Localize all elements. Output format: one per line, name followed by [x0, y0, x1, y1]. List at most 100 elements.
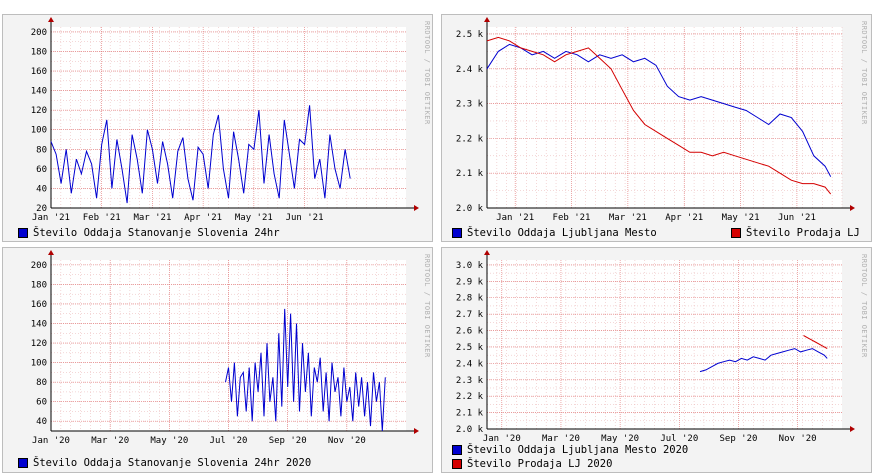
- legend-label: Število Oddaja Ljubljana Mesto: [467, 227, 657, 239]
- y-tick-label: 120: [31, 106, 47, 116]
- x-tick-label: Jun '21: [286, 213, 324, 223]
- chart-panel-top-right: 2.0 k 2.1 k 2.2 k 2.3 k 2.4 k 2.5 k Jan '21 Feb…: [441, 14, 872, 242]
- y-axis-arrow: [484, 250, 490, 255]
- x-tick-label: May '20: [150, 436, 188, 446]
- chart-bottom-right: 2.0 k 2.1 k 2.2 k 2.3 k 2.4 k 2.5 k 2.6 k 2.7 k…: [456, 250, 855, 444]
- x-axis-arrow: [414, 428, 419, 434]
- y-tick-label: 2.3 k: [456, 376, 484, 386]
- x-tick-label: May '21: [235, 213, 273, 223]
- legend-label: Število Oddaja Ljubljana Mesto 2020: [467, 444, 689, 456]
- y-tick-label: 2.7 k: [456, 310, 484, 320]
- y-tick-label: 160: [31, 67, 47, 77]
- y-tick-label: 100: [31, 359, 47, 369]
- y-axis-arrow: [48, 17, 54, 22]
- series-line-0: [699, 348, 828, 373]
- x-tick-label: May '20: [601, 434, 639, 444]
- y-tick-label: 80: [36, 145, 47, 155]
- series-line-0: [225, 308, 386, 432]
- x-tick-label: Jul '20: [210, 436, 248, 446]
- y-tick-label: 2.5 k: [456, 343, 484, 353]
- y-tick-label: 200: [31, 261, 47, 271]
- x-axis-arrow: [850, 426, 855, 432]
- x-tick-label: Mar '21: [609, 213, 647, 223]
- series-line-1: [486, 36, 832, 195]
- legend-swatch-red: [452, 459, 462, 469]
- chart-panel-top-left: 20 40 60 80 100 120 140 160 180 200 Jan '21 Feb '21…: [2, 14, 433, 242]
- series-line-1: [803, 335, 828, 350]
- y-tick-label: 40: [36, 184, 47, 194]
- y-tick-label: 100: [31, 126, 47, 136]
- x-tick-label: Mar '20: [542, 434, 580, 444]
- x-tick-label: Feb '21: [83, 213, 121, 223]
- series-line-0: [50, 105, 351, 204]
- y-tick-label: 2.1 k: [456, 409, 484, 419]
- chart-panel-bottom-left: 40 60 80 100 120 140 160 180 200 Jan '20 Mar '20 Ma…: [2, 247, 433, 473]
- x-axis-arrow: [414, 205, 419, 211]
- x-tick-label: Sep '20: [719, 434, 757, 444]
- watermark-top-right: RRDTOOL / TOBI OETIKER: [860, 21, 868, 125]
- legend-bottom-right-blue: Število Oddaja Ljubljana Mesto 2020: [452, 444, 688, 456]
- y-tick-label: 2.8 k: [456, 294, 484, 304]
- chart-top-left: 20 40 60 80 100 120 140 160 180 200 Jan '21 Feb '21…: [31, 17, 419, 223]
- y-tick-label: 180: [31, 47, 47, 57]
- x-tick-label: Jan '20: [483, 434, 521, 444]
- x-tick-label: Jan '21: [496, 213, 534, 223]
- y-tick-label: 2.2 k: [456, 392, 484, 402]
- y-tick-label: 60: [36, 165, 47, 175]
- x-axis-arrow: [850, 205, 855, 211]
- y-tick-label: 2.0 k: [456, 204, 484, 214]
- y-tick-label: 120: [31, 339, 47, 349]
- legend-top-right-red: Število Prodaja LJ: [731, 227, 860, 239]
- y-tick-label: 3.0 k: [456, 261, 484, 271]
- y-axis-arrow: [484, 17, 490, 22]
- x-tick-label: Jan '21: [32, 213, 70, 223]
- legend-swatch-red: [731, 228, 741, 238]
- y-tick-label: 160: [31, 300, 47, 310]
- x-tick-label: Jun '21: [778, 213, 816, 223]
- x-tick-label: Sep '20: [269, 436, 307, 446]
- legend-top-left: Število Oddaja Stanovanje Slovenia 24hr: [18, 227, 280, 239]
- y-tick-label: 2.3 k: [456, 100, 484, 110]
- y-tick-label: 40: [36, 417, 47, 427]
- y-tick-label: 2.5 k: [456, 30, 484, 40]
- x-tick-label: Nov '20: [779, 434, 817, 444]
- legend-label: Število Oddaja Stanovanje Slovenia 24hr: [33, 227, 280, 239]
- y-tick-label: 180: [31, 280, 47, 290]
- x-tick-label: Feb '21: [553, 213, 591, 223]
- x-tick-label: Nov '20: [328, 436, 366, 446]
- y-tick-label: 2.4 k: [456, 65, 484, 75]
- x-tick-label: May '21: [722, 213, 760, 223]
- y-tick-label: 60: [36, 398, 47, 408]
- y-tick-label: 80: [36, 378, 47, 388]
- y-tick-label: 140: [31, 87, 47, 97]
- legend-bottom-right-red: Število Prodaja LJ 2020: [452, 458, 612, 470]
- legend-swatch-blue: [18, 228, 28, 238]
- watermark-bottom-left: RRDTOOL / TOBI OETIKER: [423, 254, 431, 358]
- y-tick-label: 140: [31, 320, 47, 330]
- watermark-bottom-right: RRDTOOL / TOBI OETIKER: [860, 254, 868, 358]
- y-tick-label: 2.4 k: [456, 359, 484, 369]
- legend-label: Število Prodaja LJ 2020: [467, 458, 613, 470]
- legend-swatch-blue: [452, 445, 462, 455]
- legend-label: Število Prodaja LJ: [746, 227, 860, 239]
- y-axis-arrow: [48, 250, 54, 255]
- x-tick-label: Mar '20: [91, 436, 129, 446]
- x-tick-label: Apr '21: [184, 213, 222, 223]
- y-tick-label: 2.1 k: [456, 169, 484, 179]
- legend-swatch-blue: [18, 458, 28, 468]
- y-tick-label: 200: [31, 28, 47, 38]
- x-tick-label: Jan '20: [32, 436, 70, 446]
- x-tick-label: Jul '20: [660, 434, 698, 444]
- x-tick-label: Apr '21: [665, 213, 703, 223]
- legend-label: Število Oddaja Stanovanje Slovenia 24hr …: [33, 457, 312, 469]
- y-tick-label: 2.0 k: [456, 425, 484, 435]
- y-tick-label: 2.9 k: [456, 277, 484, 287]
- y-tick-label: 20: [36, 204, 47, 214]
- legend-bottom-left: Število Oddaja Stanovanje Slovenia 24hr …: [18, 457, 311, 469]
- chart-panel-bottom-right: 2.0 k 2.1 k 2.2 k 2.3 k 2.4 k 2.5 k 2.6 k 2.7 k…: [441, 247, 872, 473]
- x-tick-label: Mar '21: [133, 213, 171, 223]
- plot-area: [51, 260, 406, 431]
- chart-top-right: 2.0 k 2.1 k 2.2 k 2.3 k 2.4 k 2.5 k Jan '21 Feb…: [456, 17, 855, 223]
- watermark-top-left: RRDTOOL / TOBI OETIKER: [423, 21, 431, 125]
- legend-top-right-blue: Število Oddaja Ljubljana Mesto: [452, 227, 657, 239]
